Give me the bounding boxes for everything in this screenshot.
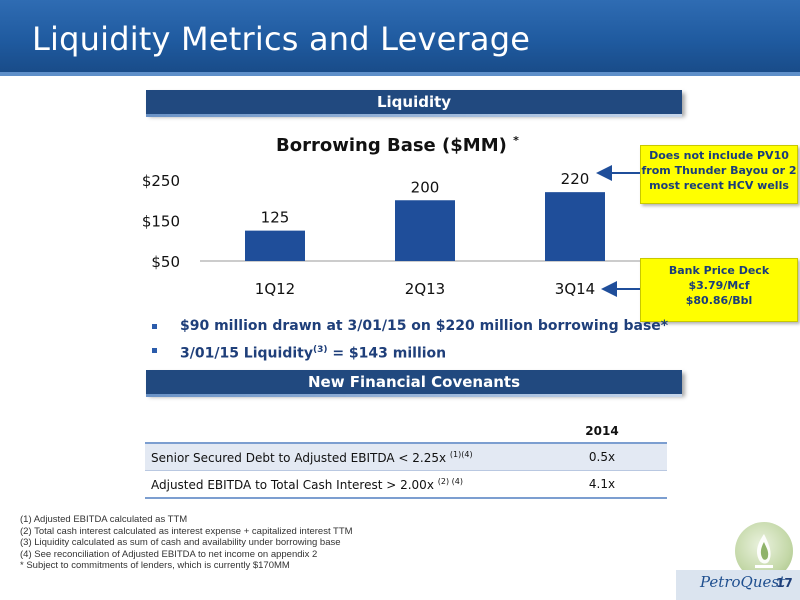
chart-title-text: Borrowing Base ($MM): [276, 135, 507, 156]
chart-title: Borrowing Base ($MM) *: [276, 134, 519, 156]
section-divider: [146, 114, 682, 117]
x-tick-label: 1Q12: [255, 280, 295, 298]
covenant-label-senior-secured: Senior Secured Debt to Adjusted EBITDA <…: [145, 443, 537, 471]
table-row: Adjusted EBITDA to Total Cash Interest >…: [145, 470, 667, 499]
y-tick-label: $50: [151, 253, 180, 271]
table-header-row: 2014: [145, 420, 667, 444]
company-logo: PetroQuest: [700, 573, 786, 591]
borrowing-base-chart: $50 $150 $250 125 1Q12 200 2Q13 220 3Q14: [142, 170, 650, 298]
flame-icon: [755, 534, 773, 568]
slide-title: Liquidity Metrics and Leverage: [32, 20, 531, 58]
table-header-blank: [145, 420, 537, 444]
covenant-value-senior-secured: 0.5x: [537, 443, 667, 471]
bar-1Q12: [245, 230, 305, 261]
bullet-drawn: $90 million drawn at 3/01/15 on $220 mil…: [152, 314, 668, 338]
footnotes: (1) Adjusted EBITDA calculated as TTM (2…: [20, 514, 353, 572]
covenants-section-header: New Financial Covenants: [146, 370, 682, 397]
chart-title-marker: *: [513, 134, 519, 147]
covenant-value-cash-interest: 4.1x: [537, 470, 667, 499]
bullet-drawn-text: $90 million drawn at 3/01/15 on $220 mil…: [180, 318, 669, 334]
footnote-3: (3) Liquidity calculated as sum of cash …: [20, 537, 341, 549]
bullet-square-icon: [152, 348, 157, 353]
price-deck-line-1: Bank Price Deck: [668, 264, 770, 277]
liquidity-bullets: $90 million drawn at 3/01/15 on $220 mil…: [152, 314, 668, 362]
footnote-2: (2) Total cash interest calculated as in…: [20, 525, 353, 537]
title-bar-stripe: [0, 72, 800, 76]
bullet-liquidity-footnote: (3): [312, 345, 328, 355]
page-number: 17: [776, 576, 793, 590]
y-tick-label: $150: [142, 213, 180, 231]
table-header-year: 2014: [537, 420, 667, 444]
covenant-label-cash-interest: Adjusted EBITDA to Total Cash Interest >…: [145, 470, 537, 499]
footer-logo-bar: [676, 570, 800, 600]
price-deck-callout: Bank Price Deck $3.79/Mcf $80.86/Bbl: [640, 258, 798, 322]
title-bar: Liquidity Metrics and Leverage: [0, 0, 800, 76]
bullet-liquidity-text: 3/01/15 Liquidity: [180, 345, 313, 362]
bullet-liquidity: 3/01/15 Liquidity(3) = $143 million: [152, 338, 668, 362]
price-deck-line-3: $80.86/Bbl: [685, 294, 753, 307]
covenants-table: 2014 Senior Secured Debt to Adjusted EBI…: [145, 420, 667, 499]
bar-data-label: 125: [261, 209, 290, 227]
liquidity-section-header: Liquidity: [146, 90, 682, 117]
bar-data-label: 200: [411, 178, 440, 196]
thunder-bayou-callout: Does not include PV10 from Thunder Bayou…: [640, 145, 798, 204]
covenants-section-label: New Financial Covenants: [307, 373, 521, 391]
bullet-square-icon: [152, 324, 157, 329]
footnote-4: (4) See reconciliation of Adjusted EBITD…: [20, 548, 318, 560]
bar-data-label: 220: [561, 170, 590, 188]
y-tick-label: $250: [142, 172, 180, 190]
section-divider: [146, 394, 682, 397]
x-tick-label: 3Q14: [555, 280, 595, 298]
liquidity-section-label: Liquidity: [376, 93, 452, 111]
bullet-liquidity-value: = $143 million: [327, 345, 447, 362]
thunder-bayou-callout-text: Does not include PV10 from Thunder Bayou…: [641, 149, 797, 192]
covenant-senior-footnote: (1)(4): [449, 449, 473, 459]
bar-2Q13: [395, 200, 455, 261]
covenant-interest-text: Adjusted EBITDA to Total Cash Interest >…: [151, 477, 438, 492]
table-row: Senior Secured Debt to Adjusted EBITDA <…: [145, 443, 667, 471]
covenant-interest-footnote: (2) (4): [437, 476, 463, 486]
bar-3Q14: [545, 192, 605, 261]
footnote-5: * Subject to commitments of lenders, whi…: [20, 560, 290, 572]
footnote-1: (1) Adjusted EBITDA calculated as TTM: [20, 514, 188, 525]
x-tick-label: 2Q13: [405, 280, 445, 298]
covenant-senior-text: Senior Secured Debt to Adjusted EBITDA <…: [151, 450, 450, 465]
price-deck-line-2: $3.79/Mcf: [688, 279, 750, 292]
